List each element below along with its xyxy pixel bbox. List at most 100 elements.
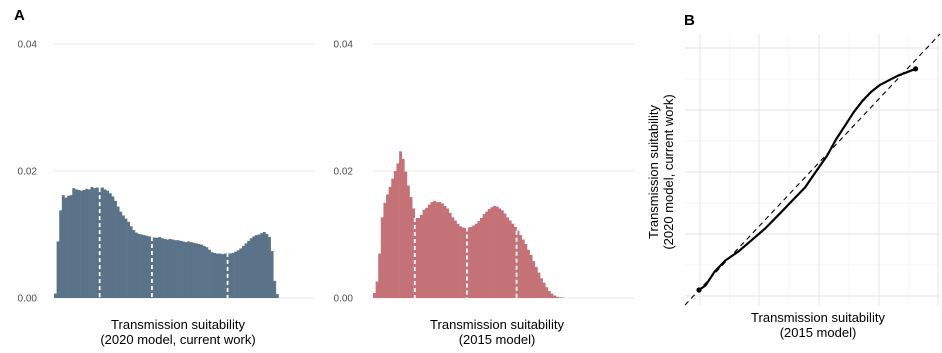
histogram-bar [145,235,149,298]
histogram-bar [493,205,496,298]
curve-end-point [912,66,919,72]
histogram-bar [254,235,258,298]
histogram-bar [453,220,457,298]
histogram-bar [215,253,219,298]
histogram-bar [425,207,429,298]
comparison-curve [698,67,917,291]
histogram-bar [409,197,413,298]
histogram-bar [451,217,455,298]
histogram-bar [257,234,261,298]
histogram-bar [181,241,185,298]
histogram-bar [134,232,138,298]
histogram-bar [189,242,193,298]
histogram-bar [498,208,502,298]
histogram-bar [176,240,180,298]
histogram-bar [448,212,452,298]
histogram-bar [61,195,65,298]
histogram-2020-bars [54,186,279,298]
histogram-bar [404,171,408,298]
histogram-bar [244,243,248,298]
curve-start-point [696,287,702,293]
histogram-bar [116,206,120,298]
histogram-2020-x-title-line2: (2020 model, current work) [100,332,255,347]
histogram-bar [247,240,251,298]
histogram-bar [268,237,271,298]
histogram-2015-x-title-line1: Transmission suitability [430,317,564,332]
histogram-bar [103,189,107,298]
histogram-bar [273,280,277,298]
y-tick-label: 0.04 [334,40,354,51]
histogram-bar [547,291,551,298]
histogram-bar [155,237,159,298]
histogram-bar [174,240,177,298]
histogram-bar [443,205,447,298]
y-tick-label: 0.02 [18,167,38,178]
histogram-bar [477,221,481,298]
histogram-2020-x-title-line1: Transmission suitability [111,317,245,332]
histogram-bar [93,188,97,298]
histogram-bar [560,297,564,298]
histogram-bar [542,282,546,298]
histogram-bar [550,293,554,298]
histogram-bar [74,189,78,298]
histogram-bar [396,163,400,298]
histogram-bar [383,202,387,298]
histogram-bar [72,188,76,298]
histogram-bar [540,278,543,298]
y-tick-label: 0.00 [18,294,38,305]
histogram-bar [202,245,206,298]
comparison-gridlines [685,34,940,305]
histogram-bar [378,253,382,298]
histogram-bar [132,230,136,298]
histogram-bar [412,208,416,298]
histogram-bar [236,250,240,298]
histogram-bar [161,238,164,298]
histogram-bar [511,223,515,298]
histogram-bar [56,241,60,298]
histogram-bar [64,197,68,298]
panel-a-tag: A [14,7,25,24]
histogram-bar [534,266,538,298]
histogram-bar [213,252,217,298]
histogram-bar [386,194,389,298]
histogram-bar [466,227,470,298]
histogram-2020-quartile-markers [98,188,229,298]
histogram-bar [399,151,403,298]
histogram-bar [168,238,172,298]
histogram-bar [469,226,473,298]
histogram-bar [487,209,491,298]
histogram-bar [106,190,110,298]
histogram-bar [218,253,222,298]
histogram-2015-model: 0.00 0.02 0.04 Transmission suitability (2… [334,40,634,347]
histogram-2015-quartile-markers [413,217,518,298]
histogram-bar [433,200,436,298]
histogram-bar [192,242,196,298]
histogram-bar [137,233,141,298]
histogram-bar [503,213,507,298]
histogram-bar [221,254,224,298]
histogram-bar [262,231,266,298]
histogram-bar [532,261,536,298]
histogram-bar [537,272,541,298]
histogram-bar [464,228,468,298]
histogram-bar [114,200,117,298]
histogram-bar [480,217,483,298]
histogram-bar [249,238,253,298]
histogram-bar [158,237,162,298]
histogram-bar [391,178,395,298]
y-tick-label: 0.04 [18,40,38,51]
histogram-2015-x-title-line2: (2015 model) [459,332,536,347]
histogram-bar [482,214,486,298]
histogram-bar [77,190,81,298]
histogram-bar [545,287,549,298]
comparison-x-title-line2: (2015 model) [780,325,857,340]
histogram-bar [521,239,525,298]
histogram-bar [100,187,104,298]
histogram-bar [95,187,99,298]
histogram-bar [142,235,146,298]
histogram-bar [459,226,463,298]
comparison-x-title-line1: Transmission suitability [751,310,885,325]
histogram-bar [516,230,520,298]
histogram-bar [529,254,533,298]
